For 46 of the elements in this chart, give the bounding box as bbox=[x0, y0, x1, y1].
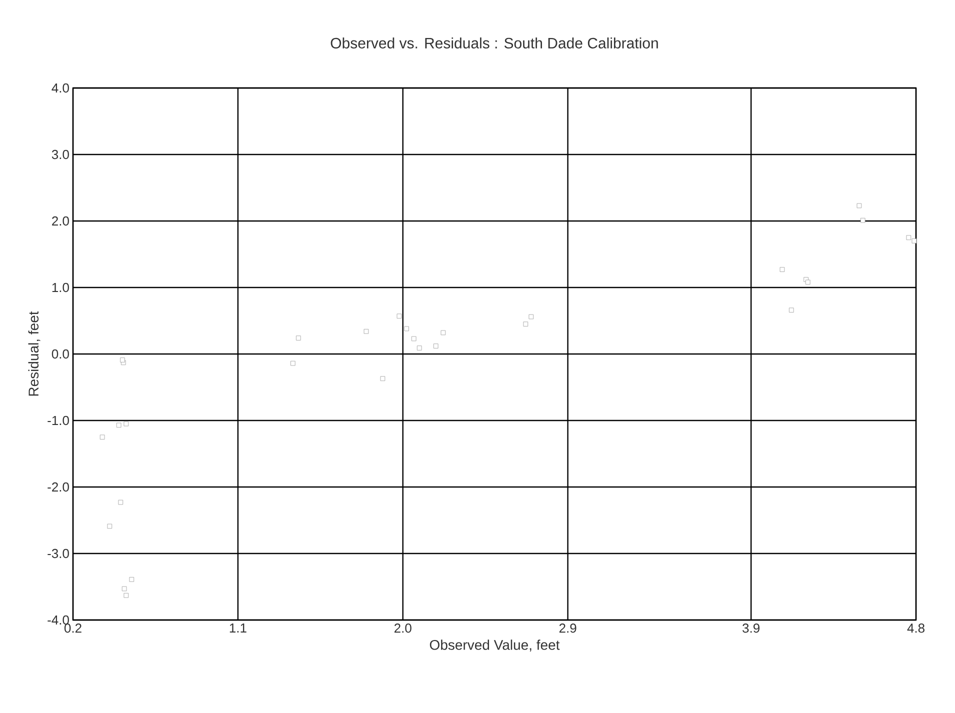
y-tick-label: 0.0 bbox=[52, 349, 69, 359]
point bbox=[129, 577, 134, 582]
point bbox=[805, 280, 810, 285]
point bbox=[416, 346, 422, 350]
point bbox=[523, 322, 528, 326]
point bbox=[433, 344, 438, 348]
point bbox=[780, 267, 785, 272]
point bbox=[788, 308, 794, 313]
x-tick-label: 0.2 bbox=[64, 624, 82, 633]
point bbox=[116, 422, 122, 428]
point bbox=[120, 358, 125, 362]
y-axis-title: Residual, feet bbox=[28, 311, 40, 396]
point bbox=[124, 592, 129, 598]
y-tick-label: -2.0 bbox=[48, 482, 69, 492]
x-tick-label: 4.8 bbox=[907, 624, 924, 633]
x-tick-label: 2.0 bbox=[394, 624, 412, 633]
point bbox=[404, 326, 409, 332]
point bbox=[860, 218, 866, 223]
point bbox=[380, 376, 386, 382]
point bbox=[440, 330, 446, 336]
x-tick-label: 1.1 bbox=[230, 624, 246, 632]
y-tick-label: 4.0 bbox=[52, 83, 69, 93]
x-axis-title: Observed Value, feet bbox=[430, 640, 560, 652]
point bbox=[396, 314, 402, 318]
point bbox=[912, 238, 917, 244]
point bbox=[124, 421, 129, 426]
y-tick-label: 2.0 bbox=[52, 216, 69, 226]
point bbox=[906, 235, 912, 240]
point bbox=[296, 336, 301, 340]
point bbox=[107, 524, 112, 529]
point bbox=[856, 203, 862, 208]
y-tick-label: 3.0 bbox=[52, 150, 69, 160]
y-tick-label: 1.0 bbox=[52, 282, 69, 292]
point bbox=[528, 314, 534, 320]
point bbox=[118, 500, 124, 505]
point bbox=[290, 360, 296, 366]
x-tick-label: 3.9 bbox=[742, 624, 760, 633]
y-tick-label: -4.0 bbox=[48, 615, 69, 625]
point bbox=[364, 328, 369, 334]
point bbox=[122, 586, 127, 592]
y-tick-label: -3.0 bbox=[48, 548, 69, 558]
point bbox=[411, 336, 416, 342]
x-tick-label: 2.9 bbox=[559, 624, 576, 633]
chart-title: Observed vs. Residuals : South Dade Calibration bbox=[330, 37, 658, 48]
y-tick-label: -1.0 bbox=[48, 416, 69, 426]
point bbox=[100, 434, 105, 440]
